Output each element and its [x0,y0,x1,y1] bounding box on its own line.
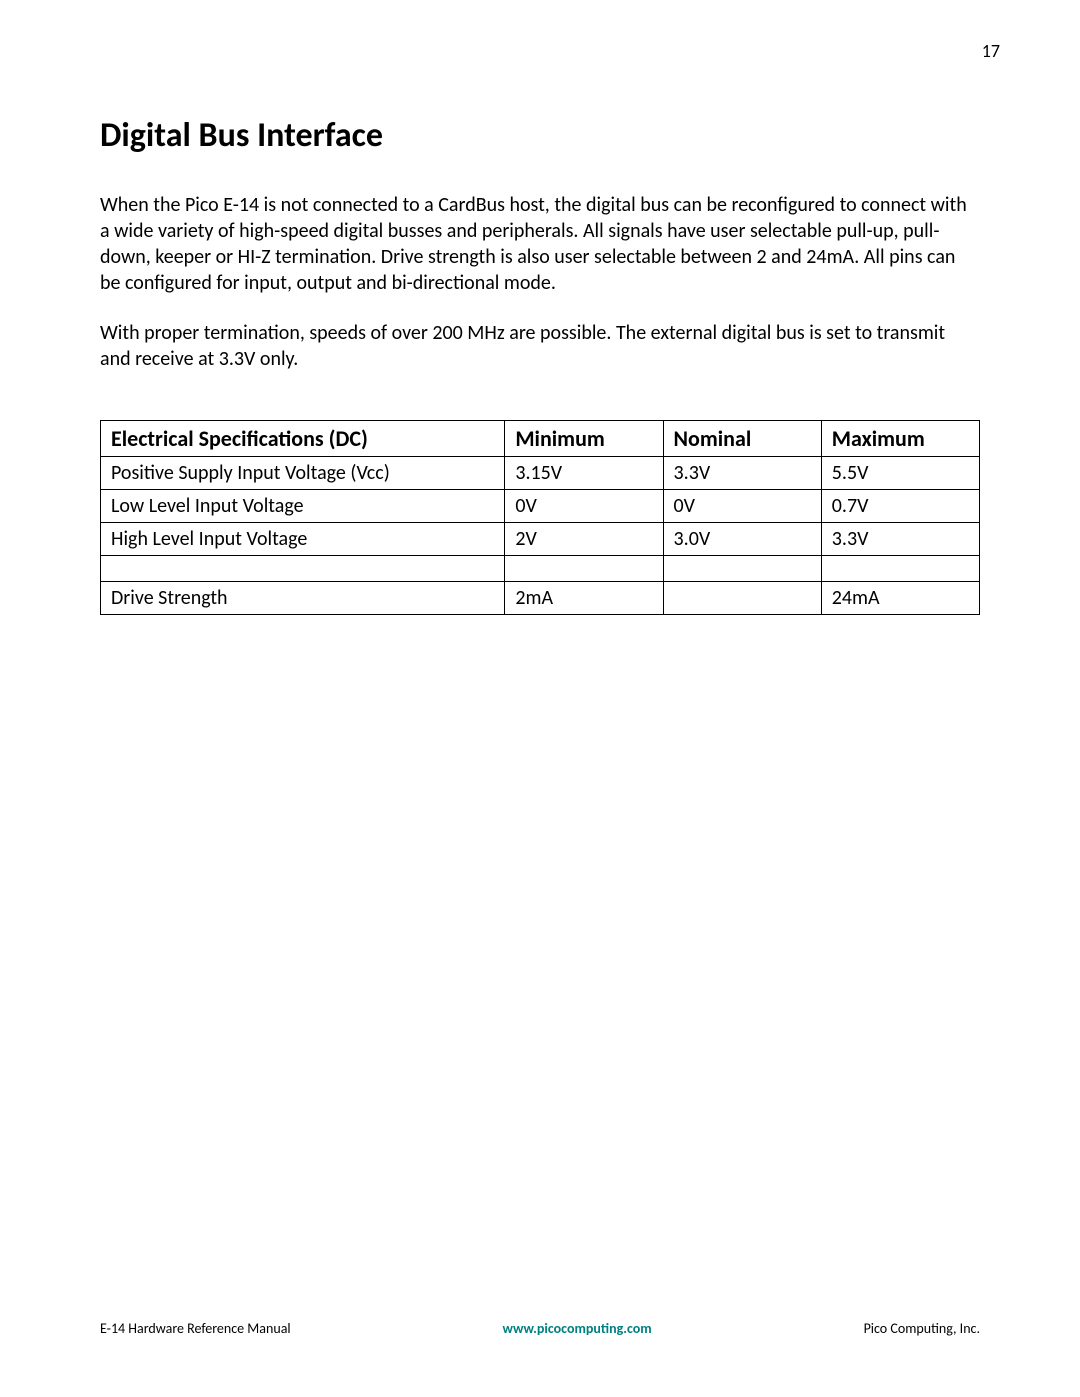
table-header-min: Minimum [505,421,663,457]
table-row-empty [101,556,980,582]
table-cell: 2mA [505,582,663,615]
table-header-nom: Nominal [663,421,821,457]
table-cell: Positive Supply Input Voltage (Vcc) [101,457,505,490]
table-row: High Level Input Voltage 2V 3.0V 3.3V [101,523,980,556]
table-cell: 3.15V [505,457,663,490]
table-cell: 0V [505,490,663,523]
paragraph-2: With proper termination, speeds of over … [100,320,980,372]
table-cell: 3.3V [663,457,821,490]
table-row: Drive Strength 2mA 24mA [101,582,980,615]
page-number: 17 [982,40,1000,62]
table-cell: High Level Input Voltage [101,523,505,556]
footer-left-text: E-14 Hardware Reference Manual [100,1320,291,1337]
paragraph-1: When the Pico E-14 is not connected to a… [100,192,980,296]
table-cell: 0V [663,490,821,523]
table-cell: 3.3V [821,523,979,556]
table-header-max: Maximum [821,421,979,457]
table-cell [663,582,821,615]
table-cell: 3.0V [663,523,821,556]
page-content: Digital Bus Interface When the Pico E-14… [0,0,1080,615]
table-row: Low Level Input Voltage 0V 0V 0.7V [101,490,980,523]
specifications-table: Electrical Specifications (DC) Minimum N… [100,420,980,615]
table-cell: Drive Strength [101,582,505,615]
section-title: Digital Bus Interface [100,115,980,156]
table-cell: 2V [505,523,663,556]
table-cell [505,556,663,582]
table-cell [821,556,979,582]
footer-link[interactable]: www.picocomputing.com [503,1320,652,1337]
table-header-spec: Electrical Specifications (DC) [101,421,505,457]
page-footer: E-14 Hardware Reference Manual www.picoc… [0,1320,1080,1337]
table-cell: 0.7V [821,490,979,523]
table-cell: 5.5V [821,457,979,490]
footer-right-text: Pico Computing, Inc. [864,1320,980,1337]
table-cell [663,556,821,582]
table-cell: 24mA [821,582,979,615]
table-cell [101,556,505,582]
table-header-row: Electrical Specifications (DC) Minimum N… [101,421,980,457]
table-cell: Low Level Input Voltage [101,490,505,523]
table-row: Positive Supply Input Voltage (Vcc) 3.15… [101,457,980,490]
